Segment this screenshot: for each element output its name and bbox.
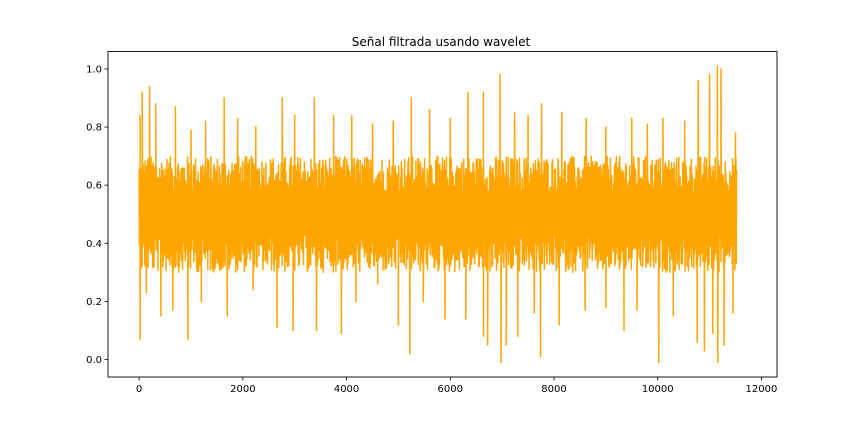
y-tick-label: 0.4 — [86, 239, 102, 250]
y-tick-label: 1.0 — [86, 64, 102, 75]
y-tick-label: 0.2 — [86, 297, 102, 308]
signal-line — [138, 65, 738, 364]
y-axis: 0.0 0.2 0.4 0.6 0.8 1.0 — [86, 64, 108, 366]
x-tick-label: 4000 — [334, 384, 359, 395]
x-tick-label: 2000 — [230, 384, 255, 395]
y-tick-label: 0.8 — [86, 123, 102, 134]
x-tick-label: 12000 — [746, 384, 778, 395]
x-tick-label: 0 — [136, 384, 142, 395]
chart-title: Señal filtrada usando wavelet — [352, 35, 531, 49]
x-tick-label: 6000 — [438, 384, 463, 395]
x-axis: 0 2000 4000 6000 8000 10000 12000 — [136, 377, 777, 395]
axes-frame — [107, 51, 778, 378]
x-tick-label: 10000 — [642, 384, 674, 395]
plot-area — [138, 65, 738, 364]
x-tick-label: 8000 — [541, 384, 566, 395]
y-tick-label: 0.0 — [86, 355, 102, 366]
y-tick-label: 0.6 — [86, 181, 102, 192]
